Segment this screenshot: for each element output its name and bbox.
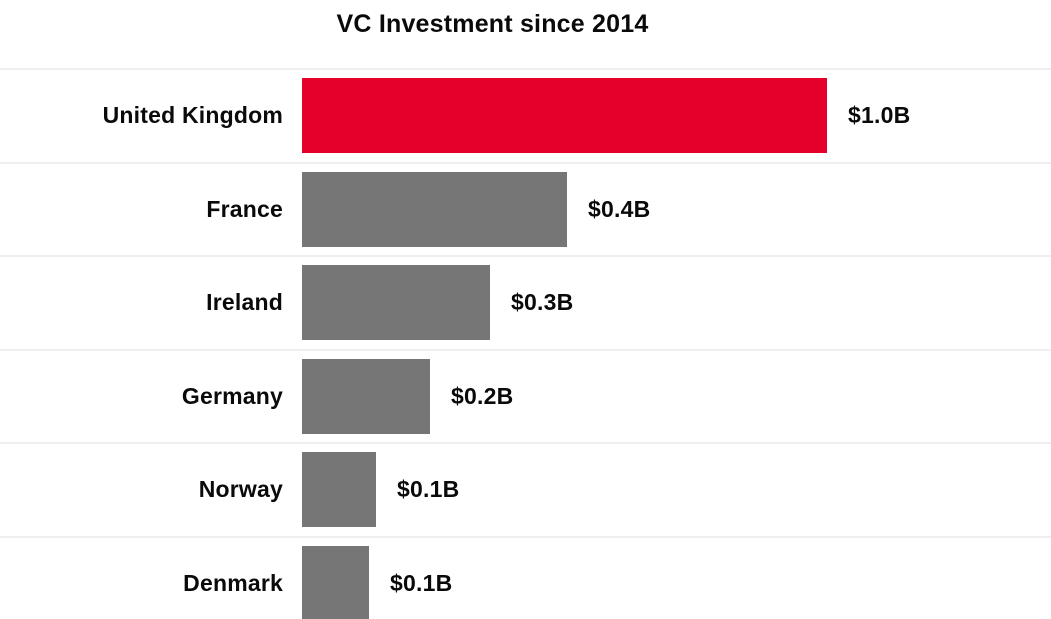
bar-denmark xyxy=(302,545,369,619)
value-label: $0.2B xyxy=(451,382,514,409)
bar-area: $0.3B xyxy=(302,257,573,349)
chart-row-ireland: Ireland $0.3B xyxy=(0,255,1051,349)
value-label: $0.4B xyxy=(588,195,651,222)
chart-row-france: France $0.4B xyxy=(0,161,1051,256)
bar-area: $0.1B xyxy=(302,444,459,536)
value-label: $1.0B xyxy=(848,102,911,129)
bar-norway xyxy=(302,452,376,528)
bar-germany xyxy=(302,358,430,434)
value-label: $0.1B xyxy=(397,476,460,503)
bar-area: $0.2B xyxy=(302,351,513,443)
bar-area: $0.1B xyxy=(302,538,452,619)
bar-united-kingdom xyxy=(302,78,827,154)
category-label: France xyxy=(206,195,283,222)
category-label: Ireland xyxy=(206,289,283,316)
category-label: Norway xyxy=(198,476,283,503)
value-label: $0.1B xyxy=(390,569,453,596)
chart-row-united-kingdom: United Kingdom $1.0B xyxy=(0,68,1051,162)
chart-header: VC Investment since 2014 xyxy=(0,0,1051,68)
category-label: Germany xyxy=(181,382,283,409)
chart-title: VC Investment since 2014 xyxy=(336,10,649,38)
category-label: Denmark xyxy=(183,569,283,596)
bar-france xyxy=(302,171,567,247)
value-label: $0.3B xyxy=(511,289,574,316)
bar-area: $1.0B xyxy=(302,70,910,162)
chart-row-norway: Norway $0.1B xyxy=(0,442,1051,536)
bar-area: $0.4B xyxy=(302,164,650,256)
chart-row-denmark: Denmark $0.1B xyxy=(0,535,1051,619)
bar-ireland xyxy=(302,265,490,341)
chart-rows: United Kingdom $1.0B France $0.4B Irelan… xyxy=(0,68,1051,619)
category-label: United Kingdom xyxy=(102,102,283,129)
chart-row-germany: Germany $0.2B xyxy=(0,348,1051,443)
